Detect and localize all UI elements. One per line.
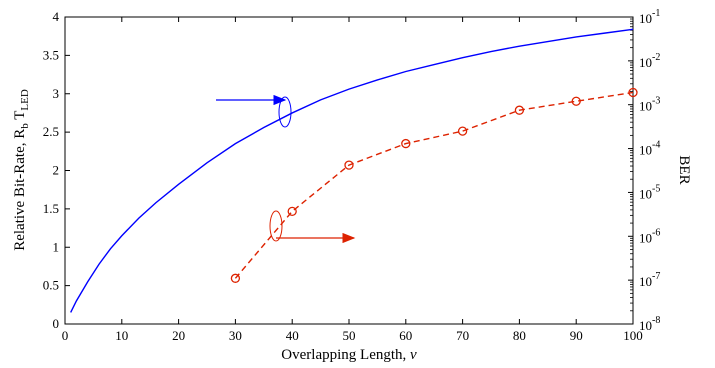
right-axis-annotation <box>269 210 356 244</box>
plot-area <box>64 16 634 325</box>
y-right-tick-label: 10-7 <box>639 271 660 289</box>
ber-series-line <box>234 91 634 279</box>
y-left-tick-label: 4 <box>53 9 60 24</box>
y-right-tick-label: 10-6 <box>639 227 660 245</box>
y-left-ticks: 0 0.5 1 1.5 2 2.5 3 3.5 4 <box>43 9 70 331</box>
ber-data-point <box>401 138 411 149</box>
x-tick-label: 90 <box>570 328 583 343</box>
red-curve-marker-ellipse <box>269 210 283 242</box>
x-tick-label: 40 <box>286 328 299 343</box>
y-right-tick-label: 10-3 <box>639 96 660 114</box>
y-left-tick-label: 0.5 <box>43 278 59 293</box>
y-right-tick-label: 10-8 <box>639 315 660 333</box>
x-tick-label: 100 <box>623 328 643 343</box>
ber-data-point <box>514 105 525 115</box>
ber-data-point <box>457 126 468 136</box>
left-axis-annotation <box>216 94 292 128</box>
y-right-tick-label: 10-2 <box>639 52 660 70</box>
y-right-tick-label: 10-1 <box>639 8 660 26</box>
bit-rate-series-line <box>70 28 634 313</box>
y-right-axis-label: BER <box>676 155 692 184</box>
x-tick-label: 80 <box>513 328 526 343</box>
y-left-tick-label: 1.5 <box>43 201 59 216</box>
ber-data-point <box>344 160 354 170</box>
x-tick-label: 30 <box>229 328 242 343</box>
y-left-tick-label: 2.5 <box>43 124 59 139</box>
x-tick-label: 60 <box>399 328 412 343</box>
y-left-tick-label: 2 <box>53 163 60 178</box>
y-left-tick-label: 3.5 <box>43 47 59 62</box>
x-axis-label: Overlapping Length, v <box>281 347 417 363</box>
x-tick-label: 50 <box>343 328 356 343</box>
ber-data-point <box>571 96 581 106</box>
y-left-tick-label: 0 <box>53 316 60 331</box>
x-tick-label: 0 <box>62 328 69 343</box>
y-left-tick-label: 3 <box>53 86 60 101</box>
ber-data-point <box>287 206 297 217</box>
y-left-tick-label: 1 <box>53 239 60 254</box>
y-right-tick-label: 10-4 <box>639 140 660 158</box>
y-left-axis-label: Relative Bit-Rate, Rb TLED <box>12 89 31 251</box>
x-tick-label: 20 <box>172 328 185 343</box>
x-tick-label: 70 <box>456 328 469 343</box>
y-right-tick-label: 10-5 <box>639 183 660 201</box>
ber-data-point <box>230 273 241 283</box>
x-ticks: 0 10 20 30 40 50 60 70 80 90 100 <box>62 17 643 343</box>
x-tick-label: 10 <box>115 328 128 343</box>
y-right-ticks: 10-8 10-7 10-6 10-5 10-4 10-3 10-2 10-1 <box>628 8 660 333</box>
ber-data-point <box>628 87 638 98</box>
series-group <box>70 28 638 313</box>
